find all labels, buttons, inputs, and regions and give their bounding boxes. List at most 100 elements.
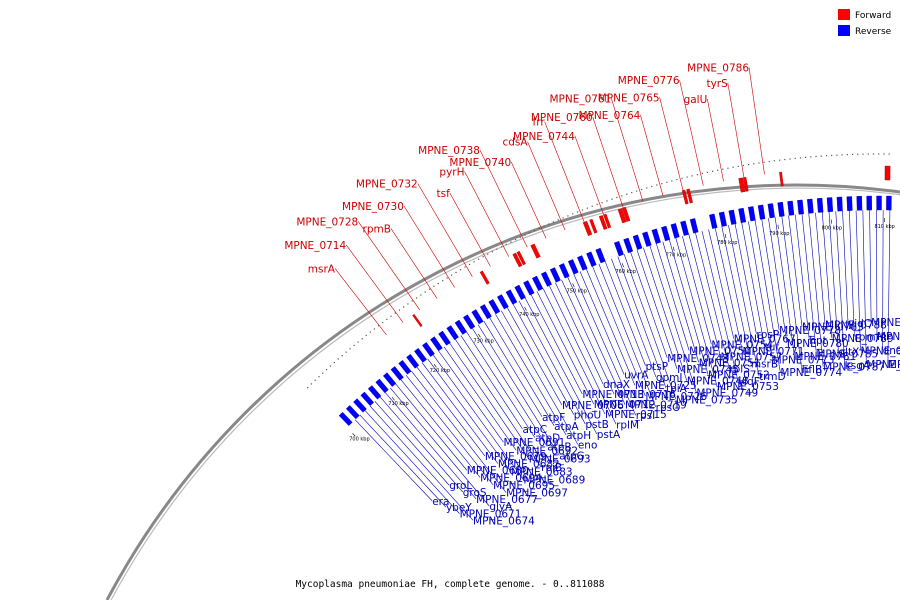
- forward-gene[interactable]: [598, 215, 608, 230]
- reverse-gene[interactable]: [577, 255, 588, 271]
- reverse-gene[interactable]: [438, 330, 451, 346]
- forward-gene[interactable]: [603, 213, 612, 229]
- reverse-gene[interactable]: [454, 319, 467, 335]
- forward-gene-label-mpne_0760[interactable]: MPNE_0760: [531, 112, 593, 124]
- forward-gene[interactable]: [589, 218, 598, 234]
- reverse-gene[interactable]: [826, 197, 834, 212]
- reverse-gene-label-mpne_0754[interactable]: MPNE_0754: [711, 339, 773, 351]
- reverse-gene-label-atpb[interactable]: atpB: [547, 442, 571, 454]
- forward-gene-label-rpmb[interactable]: rpmB: [363, 223, 391, 235]
- reverse-gene-label-mpne_0683[interactable]: MPNE_0683: [511, 466, 573, 478]
- reverse-gene[interactable]: [532, 275, 544, 292]
- reverse-gene-label-mpne_0682[interactable]: MPNE_0682: [498, 459, 560, 471]
- reverse-gene-label-mpne_0781[interactable]: MPNE_0781: [794, 351, 856, 363]
- reverse-gene-label-mpne_0767[interactable]: MPNE_0767: [734, 334, 796, 346]
- reverse-gene[interactable]: [787, 200, 795, 216]
- reverse-gene[interactable]: [670, 223, 680, 239]
- reverse-gene-label-mpne_0743[interactable]: MPNE_0743: [667, 353, 729, 365]
- reverse-gene[interactable]: [558, 263, 570, 279]
- reverse-gene-label-mpne_0671[interactable]: MPNE_0671: [460, 509, 522, 521]
- reverse-gene-label-mpne_0771[interactable]: MPNE_0771: [742, 346, 804, 358]
- reverse-gene[interactable]: [856, 196, 863, 211]
- reverse-gene-label-mpne_0712[interactable]: MPNE_0712: [594, 399, 656, 411]
- reverse-gene-label-rpib[interactable]: rpiB: [541, 462, 562, 474]
- reverse-gene[interactable]: [797, 199, 804, 215]
- reverse-gene-label-rpsi[interactable]: rpsI: [636, 410, 656, 422]
- reverse-gene-label-mpne_0749[interactable]: MPNE_0749: [696, 387, 758, 399]
- forward-gene[interactable]: [617, 208, 627, 224]
- reverse-gene-label-atpc[interactable]: atpC: [523, 424, 548, 436]
- reverse-gene[interactable]: [488, 299, 501, 315]
- reverse-gene-label-eno[interactable]: eno: [578, 439, 598, 451]
- reverse-gene-label-mpne_0716[interactable]: MPNE_0716: [614, 389, 676, 401]
- forward-gene-label-tsf[interactable]: tsf: [437, 188, 451, 200]
- reverse-gene-label-gltx[interactable]: gltX: [838, 346, 859, 358]
- reverse-gene-label-mpne_0752[interactable]: MPNE_0752: [708, 369, 770, 381]
- reverse-gene-label-glya[interactable]: glyA: [489, 501, 513, 513]
- reverse-gene[interactable]: [777, 201, 785, 217]
- reverse-gene[interactable]: [398, 359, 412, 375]
- reverse-gene-label-atpg[interactable]: atpG: [559, 450, 584, 462]
- forward-gene-label-mpne_0738[interactable]: MPNE_0738: [418, 145, 480, 157]
- reverse-gene-label-mpne_0789[interactable]: MPNE_0789: [832, 333, 894, 345]
- reverse-gene[interactable]: [375, 378, 389, 394]
- reverse-gene-label-mpne_0694[interactable]: MPNE_0694: [480, 472, 542, 484]
- reverse-gene-label-mpne_0750[interactable]: MPNE_0750: [689, 346, 751, 358]
- reverse-gene-label-mpne_0793[interactable]: MPNE_0793: [860, 345, 900, 357]
- forward-gene-label-mpne_0776[interactable]: MPNE_0776: [618, 75, 680, 87]
- reverse-gene-label-pstb[interactable]: pstB: [585, 419, 608, 431]
- reverse-gene-label-hpt[interactable]: hpt: [809, 335, 826, 347]
- forward-gene-label-cdsa[interactable]: cdsA: [502, 137, 528, 149]
- reverse-gene-label-grol[interactable]: groL: [449, 480, 472, 492]
- forward-gene-label-frr[interactable]: frr: [533, 117, 546, 129]
- reverse-gene-label-mpne_0753[interactable]: MPNE_0753: [717, 381, 779, 393]
- reverse-gene[interactable]: [567, 259, 579, 275]
- forward-gene[interactable]: [738, 177, 746, 193]
- forward-gene[interactable]: [516, 250, 526, 266]
- reverse-gene[interactable]: [613, 240, 624, 257]
- reverse-gene-label-dnax[interactable]: dnaX: [603, 379, 630, 391]
- reverse-gene[interactable]: [540, 271, 552, 287]
- reverse-gene[interactable]: [353, 398, 367, 413]
- reverse-gene-label-mpne_0788[interactable]: MPNE_0788: [825, 319, 887, 331]
- reverse-gene-label-uvra[interactable]: uvrA: [624, 369, 649, 381]
- reverse-gene-label-mpne_0692[interactable]: MPNE_0692: [516, 445, 578, 457]
- reverse-gene[interactable]: [748, 206, 756, 222]
- reverse-gene[interactable]: [757, 204, 766, 220]
- forward-gene-label-mpne_0765[interactable]: MPNE_0765: [598, 92, 660, 104]
- reverse-gene[interactable]: [422, 342, 435, 357]
- reverse-gene-label-mpne_0695[interactable]: MPNE_0695: [493, 480, 555, 492]
- reverse-gene-label-mpne_0773[interactable]: MPNE_0773: [773, 354, 835, 366]
- reverse-gene-label-mpne_0780[interactable]: MPNE_0780: [787, 338, 849, 350]
- reverse-gene[interactable]: [406, 353, 420, 369]
- reverse-gene-label-mpne_0697[interactable]: MPNE_0697: [506, 488, 568, 500]
- forward-gene[interactable]: [742, 176, 749, 192]
- reverse-gene[interactable]: [367, 385, 382, 400]
- reverse-gene-label-mpne_0745[interactable]: MPNE_0745: [677, 364, 739, 376]
- reverse-gene[interactable]: [661, 225, 671, 242]
- reverse-gene-label-atpa[interactable]: atpA: [554, 421, 579, 433]
- reverse-gene[interactable]: [360, 391, 375, 407]
- reverse-gene-label-rpls[interactable]: rplS: [729, 364, 750, 376]
- reverse-gene[interactable]: [876, 195, 882, 211]
- reverse-gene[interactable]: [807, 198, 814, 214]
- forward-gene[interactable]: [686, 188, 693, 204]
- reverse-gene-label-mpne_0774[interactable]: MPNE_0774: [780, 367, 842, 379]
- reverse-gene-label-mpne_0674[interactable]: MPNE_0674: [473, 515, 535, 527]
- reverse-gene-label-era[interactable]: era: [432, 496, 449, 508]
- reverse-gene-label-atpd[interactable]: atpD: [535, 433, 560, 445]
- reverse-gene-label-rpso[interactable]: rpsO: [656, 402, 681, 414]
- forward-gene-label-mpne_0732[interactable]: MPNE_0732: [356, 179, 418, 191]
- forward-gene[interactable]: [884, 165, 891, 181]
- reverse-gene-label-atpf[interactable]: atpF: [542, 412, 565, 424]
- forward-gene-label-mpne_0714[interactable]: MPNE_0714: [284, 240, 346, 252]
- reverse-gene-label-mpne_0795[interactable]: MPNE_0795: [866, 359, 900, 371]
- forward-gene[interactable]: [681, 189, 689, 205]
- reverse-gene-label-mpne_0677[interactable]: MPNE_0677: [476, 494, 538, 506]
- reverse-gene-label-ksga[interactable]: ksgA: [845, 360, 871, 372]
- reverse-gene-label-gpmi[interactable]: gpmI: [656, 372, 683, 384]
- reverse-gene-label-tuf[interactable]: tuf: [765, 342, 780, 354]
- reverse-gene[interactable]: [463, 314, 476, 330]
- reverse-gene-label-ylqf[interactable]: ylqF: [738, 376, 760, 388]
- reverse-gene[interactable]: [632, 234, 643, 250]
